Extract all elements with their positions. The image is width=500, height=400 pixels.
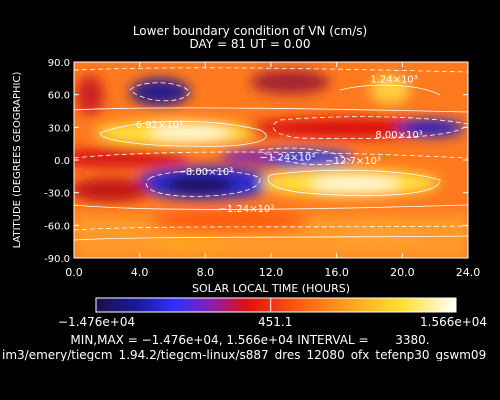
chart-subtitle: DAY = 81 UT = 0.00 <box>189 37 311 51</box>
x-tick-label: 4.0 <box>131 266 149 279</box>
contour-label: 8.00×10³ <box>375 130 422 141</box>
y-tick-label: -90.0 <box>44 254 70 265</box>
contour-label: 6.92×10³ <box>136 120 183 131</box>
minmax-summary: MIN,MAX = −1.476e+04, 1.566e+04 INTERVAL… <box>70 333 430 347</box>
contour-label: −12.7×10³ <box>325 156 381 167</box>
contour-label: 1.24×10³ <box>370 74 417 85</box>
x-tick-label: 20.0 <box>390 266 415 279</box>
colorbar-min-label: −1.476e+04 <box>58 315 136 329</box>
x-axis-label: SOLAR LOCAL TIME (HOURS) <box>191 282 350 295</box>
x-tick-label: 24.0 <box>456 266 481 279</box>
y-tick-label: 0.0 <box>54 156 70 167</box>
x-tick-label: 16.0 <box>324 266 349 279</box>
file-path: im3/emery/tiegcm_1.94.2/tiegcm-linux/s88… <box>2 349 487 361</box>
contour-label: −8.00×10³ <box>177 167 233 178</box>
y-axis-label: LATITUDE (DEGREES GEOGRAPHIC) <box>12 71 23 249</box>
contour-label: −1.24×10³ <box>260 153 316 164</box>
y-tick-label: -30.0 <box>44 189 70 200</box>
x-tick-label: 12.0 <box>259 266 284 279</box>
y-tick-label: 30.0 <box>48 123 70 134</box>
heatmap-field: 1.24×10³ 6.92×10³ 8.00×10³ −1.24×10³ −8.00×1… <box>74 62 468 258</box>
y-tick-label: 90.0 <box>48 58 70 69</box>
x-tick-label: 8.0 <box>197 266 215 279</box>
contour-label: −1.24×10³ <box>218 204 274 215</box>
colorbar <box>95 297 457 313</box>
contour-lines <box>74 84 468 241</box>
x-tick-label: 0.0 <box>65 266 83 279</box>
y-tick-label: -60.0 <box>44 221 70 232</box>
negative-contours <box>74 67 468 231</box>
colorbar-max-label: 1.566e+04 <box>420 315 488 329</box>
chart-title: Lower boundary condition of VN (cm/s) <box>132 24 368 38</box>
colorbar-mid-label: 451.1 <box>258 315 293 329</box>
y-tick-label: 60.0 <box>48 91 70 102</box>
